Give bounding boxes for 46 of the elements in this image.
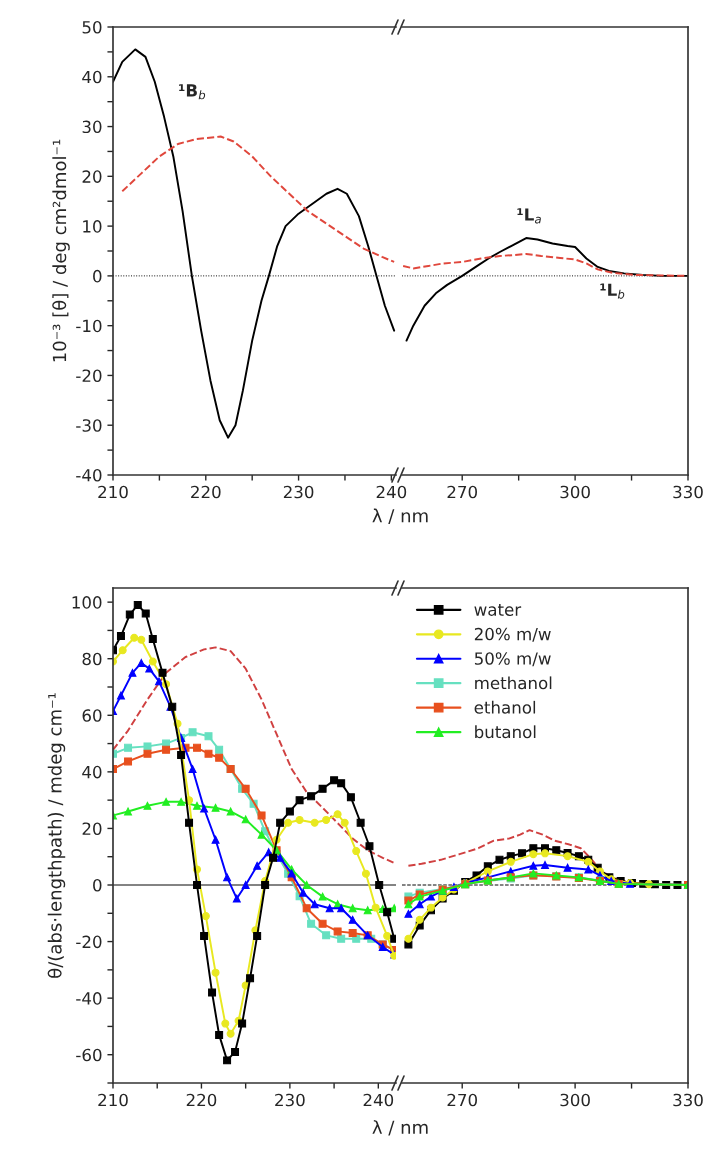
y-tick-label: 60 [82,709,102,722]
legend-label: water [474,603,522,616]
y-tick-label: 20 [82,170,102,183]
x-tick-label: 220 [186,1093,217,1107]
y-tick-label: 80 [82,652,102,666]
x-tick-label: 230 [283,485,314,499]
y-tick-label: -40 [76,468,102,482]
x-tick-label: 270 [447,1093,478,1107]
legend-label: methanol [475,676,552,690]
y-tick-label: -40 [76,992,102,1005]
x-tick-label: 330 [673,1093,703,1107]
y-tick-label: 0 [93,269,102,283]
legend-label: ethanol [474,700,536,714]
y-tick-label: -10 [76,319,102,333]
x-tick-label: 210 [98,1093,128,1107]
y-tick-label: 40 [82,765,102,779]
x-tick-label: 230 [275,1093,305,1107]
x-axis-title: λ / nm [372,508,428,524]
y-tick-label: 30 [82,120,102,134]
x-axis-title: λ / nm [372,1120,428,1136]
y-tick-label: -20 [76,369,102,383]
annotation: ¹L$_{a}$ [517,208,541,224]
x-tick-label: 300 [560,1093,590,1107]
y-axis-title: 10⁻³ [θ] / deg cm²dmol⁻¹ [52,139,70,362]
y-tick-label: 50 [82,20,102,34]
legend-label: 20% m/w [474,627,551,642]
x-tick-label: 270 [447,485,478,499]
x-tick-label: 240 [363,1093,394,1107]
x-tick-label: 220 [191,485,221,499]
annotation: ¹B$_{b}$ [179,84,206,100]
y-tick-label: 40 [82,70,102,84]
y-tick-label: 0 [93,878,102,892]
y-tick-label: 10 [83,220,102,233]
legend-label: butanol [475,725,536,739]
x-tick-label: 300 [560,485,590,499]
legend-label: 50% m/w [474,652,551,667]
y-tick-label: -60 [76,1048,102,1062]
x-tick-label: 240 [376,485,407,499]
y-tick-label: -20 [76,935,102,949]
annotation: ¹L$_{b}$ [600,283,625,299]
y-tick-label: -30 [76,419,102,432]
y-tick-label: 20 [82,822,102,835]
y-axis-title: θ/(abs·lengthpath) / mdeg cm⁻¹ [47,693,66,978]
y-tick-label: 100 [72,596,102,609]
x-tick-label: 330 [673,485,703,499]
x-tick-label: 210 [98,485,128,499]
